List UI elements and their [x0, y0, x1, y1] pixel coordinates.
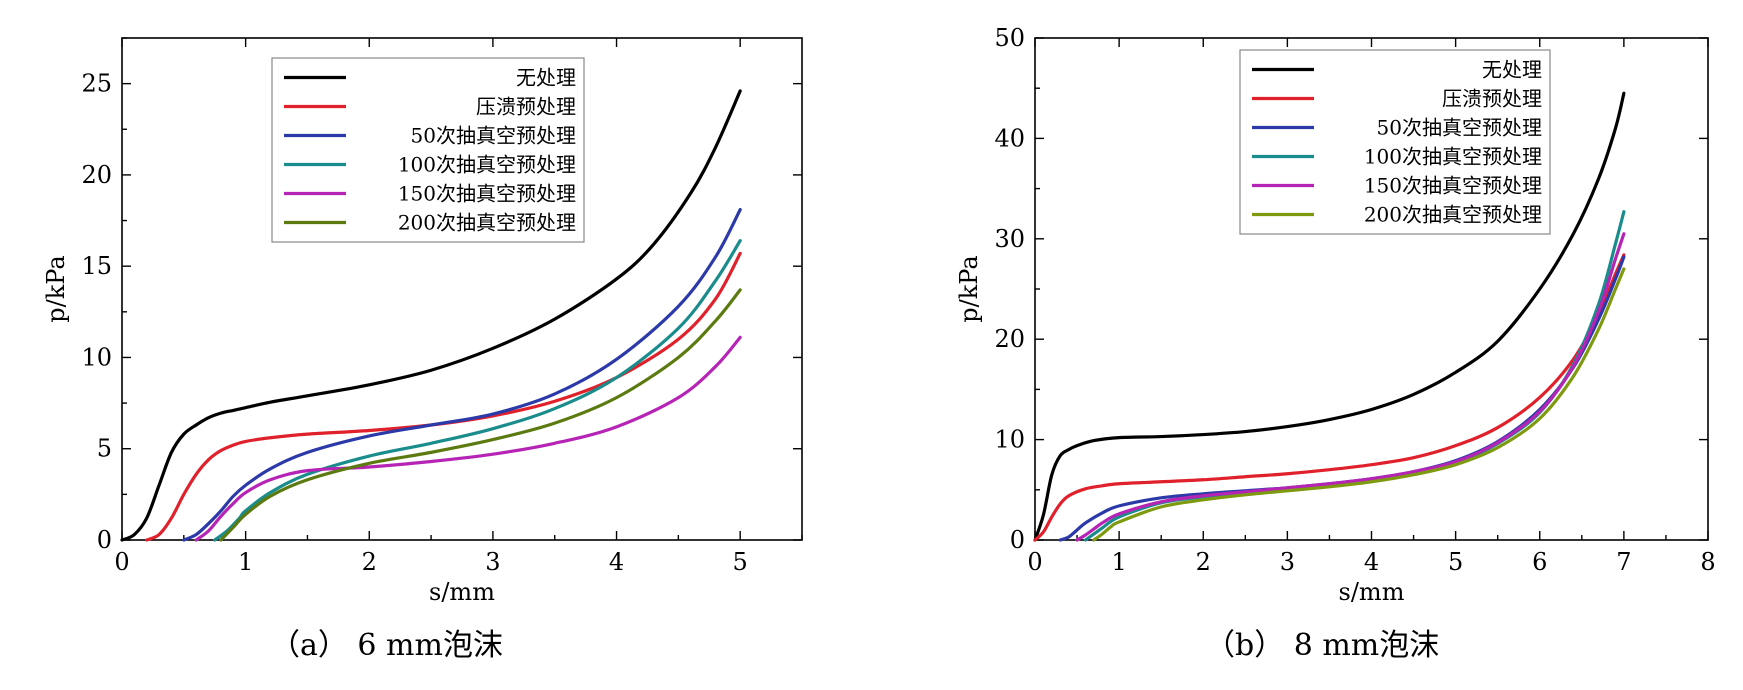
series-line-4 [194, 335, 742, 542]
x-tick-label: 8 [1700, 548, 1715, 576]
series-line-5 [219, 288, 742, 542]
x-tick-label: 2 [1196, 548, 1211, 576]
series-line-2 [182, 207, 742, 542]
series-line-5 [1092, 267, 1626, 542]
legend-label-0: 无处理 [516, 66, 576, 90]
y-tick-label: 40 [994, 124, 1025, 152]
chart-b-caption: （b） 8 mm泡沫 [1205, 628, 1440, 663]
y-tick-label: 0 [1010, 526, 1025, 554]
y-tick-label: 10 [994, 426, 1025, 454]
legend [271, 57, 585, 243]
series-line-3 [213, 239, 742, 542]
x-tick-label: 3 [485, 548, 500, 576]
x-tick-label: 4 [1364, 548, 1379, 576]
y-axis-title: p/kPa [955, 255, 983, 322]
legend [1239, 49, 1551, 235]
series-line-4 [1075, 232, 1626, 542]
legend-label-4: 150次抽真空预处理 [398, 182, 576, 206]
series-line-1 [145, 251, 742, 542]
chart-panel-b: 0 1 2 3 4 5 6 7 8 0 10 20 30 40 50 s/mm p/kPa 无处理压溃预处理 50次… [870, 0, 1743, 690]
y-tick-label: 25 [81, 70, 112, 98]
y-axis-title: p/kPa [42, 255, 70, 322]
y-tick-label: 5 [97, 435, 112, 463]
x-tick-label: 5 [733, 548, 748, 576]
legend-label-1: 压溃预处理 [476, 95, 576, 119]
legend-label-5: 200次抽真空预处理 [1364, 203, 1542, 227]
y-tick-label: 50 [994, 24, 1025, 52]
x-tick-label: 4 [609, 548, 624, 576]
plot-frame [121, 37, 803, 541]
x-tick-label: 0 [1027, 548, 1042, 576]
x-tick-label: 3 [1280, 548, 1295, 576]
y-tick-label: 15 [81, 252, 112, 280]
series-line-0 [1033, 91, 1626, 542]
chart-a-caption: （a） 6 mm泡沫 [270, 628, 503, 663]
x-tick-label: 0 [114, 548, 129, 576]
x-tick-label: 6 [1532, 548, 1547, 576]
x-tick-label: 5 [1448, 548, 1463, 576]
legend-label-1: 压溃预处理 [1442, 87, 1542, 111]
legend-label-3: 100次抽真空预处理 [1364, 145, 1542, 169]
legend-label-0: 无处理 [1482, 58, 1542, 82]
legend-label-2: 50次抽真空预处理 [411, 124, 576, 148]
legend-label-4: 150次抽真空预处理 [1364, 174, 1542, 198]
y-tick-label: 30 [994, 225, 1025, 253]
x-tick-label: 2 [362, 548, 377, 576]
x-tick-label: 1 [1111, 548, 1126, 576]
x-tick-label: 7 [1616, 548, 1631, 576]
y-tick-label: 0 [97, 526, 112, 554]
series-line-1 [1033, 253, 1626, 542]
legend-label-2: 50次抽真空预处理 [1377, 116, 1542, 140]
series-line-3 [1083, 210, 1626, 542]
legend-label-3: 100次抽真空预处理 [398, 153, 576, 177]
x-axis-title: s/mm [429, 578, 495, 606]
chart-panel-a: 0 1 2 3 4 5 0 5 10 15 20 25 s/mm p/kPa 无处理压溃预处理 50次抽真空预… [0, 0, 870, 690]
legend-label-5: 200次抽真空预处理 [398, 211, 576, 235]
y-tick-label: 20 [81, 161, 112, 189]
x-tick-label: 1 [238, 548, 253, 576]
x-axis-title: s/mm [1339, 578, 1405, 606]
series-line-0 [120, 89, 742, 542]
y-tick-label: 10 [81, 343, 112, 371]
y-tick-label: 20 [994, 325, 1025, 353]
